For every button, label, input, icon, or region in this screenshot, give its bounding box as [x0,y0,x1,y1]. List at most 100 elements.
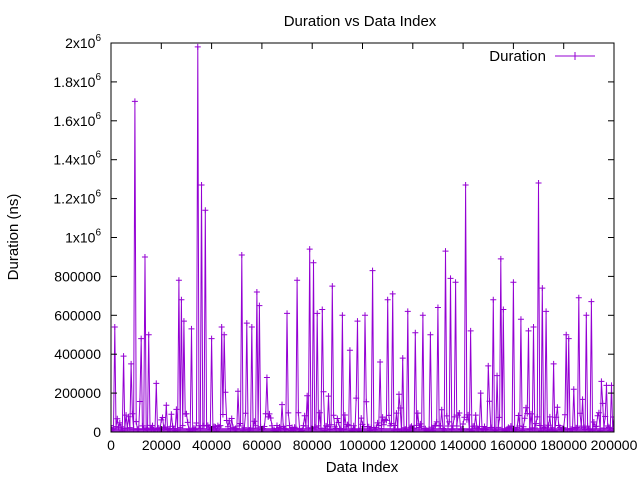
data-point [362,312,369,319]
data-point [133,418,140,425]
data-point [472,412,479,419]
data-point [530,323,537,330]
data-point [221,331,228,338]
x-tick-label: 80000 [293,437,332,453]
data-point [243,320,250,327]
data-point [443,412,450,419]
data-point [323,422,330,429]
data-point [446,418,453,425]
data-point [325,393,332,400]
data-point [188,325,195,332]
data-point [438,406,445,413]
data-point [442,248,449,255]
data-point [217,422,224,429]
data-point [219,411,226,418]
series-line-duration [111,46,614,432]
data-point [521,415,528,422]
data-point [517,316,524,323]
data-point [346,347,353,354]
data-point [116,419,123,426]
data-point [138,335,145,342]
data-point [575,294,582,301]
data-point [543,308,550,315]
data-point [389,290,396,297]
data-point [263,374,270,381]
data-point [445,423,452,430]
data-point [465,411,472,418]
data-point [534,413,541,420]
y-tick-label: 400000 [54,346,101,362]
data-point [334,415,341,422]
data-point [598,378,605,385]
data-point [456,409,463,416]
data-point [595,409,602,416]
data-point [304,392,311,399]
data-point [419,312,426,319]
data-point [515,412,522,419]
data-point [168,411,175,418]
data-point [319,306,326,313]
legend-label-duration: Duration [489,48,546,65]
data-point [248,323,255,330]
data-point [139,422,146,429]
data-point [510,279,517,286]
data-point [603,382,610,389]
data-point [528,410,535,417]
data-point [301,412,308,419]
data-point [198,181,205,188]
data-point [588,298,595,305]
data-point [136,398,143,405]
data-point [341,411,348,418]
data-point [554,404,561,411]
data-point [125,413,132,420]
data-point [500,306,507,313]
data-point [354,318,361,325]
data-point [173,406,180,413]
data-point [377,358,384,365]
x-tick-label: 180000 [540,437,587,453]
data-point [404,308,411,315]
data-point [228,415,235,422]
data-point [238,252,245,259]
data-point [339,312,346,319]
data-point [178,296,185,303]
y-tick-label: 2x106 [65,33,101,51]
x-tick-label: 40000 [192,437,231,453]
data-point [477,390,484,397]
series-duration [111,43,614,432]
data-point [120,353,127,360]
data-point [320,388,327,395]
y-tick-label: 200000 [54,385,101,401]
data-point [545,422,552,429]
data-point [539,285,546,292]
data-point [194,43,201,50]
data-point [463,416,470,423]
data-point [265,413,272,420]
y-tick-label: 600000 [54,307,101,323]
data-point [462,181,469,188]
data-point [350,422,357,429]
data-point [433,418,440,425]
data-point [193,419,200,426]
x-tick-label: 160000 [490,437,537,453]
data-point [202,207,209,214]
data-point [175,277,182,284]
data-point [316,409,323,416]
data-point [208,335,215,342]
y-tick-label: 1.8x106 [53,72,101,90]
data-point [434,304,441,311]
x-tick-label: 120000 [389,437,436,453]
data-point [153,380,160,387]
data-point [388,420,395,427]
data-point [149,422,156,429]
data-point [497,255,504,262]
data-point [222,389,229,396]
data-point [251,418,258,425]
data-point [579,396,586,403]
data-point [345,422,352,429]
data-point [608,382,614,389]
data-point [427,331,434,338]
data-point [590,418,597,425]
data-point [553,414,560,421]
data-point [399,355,406,362]
